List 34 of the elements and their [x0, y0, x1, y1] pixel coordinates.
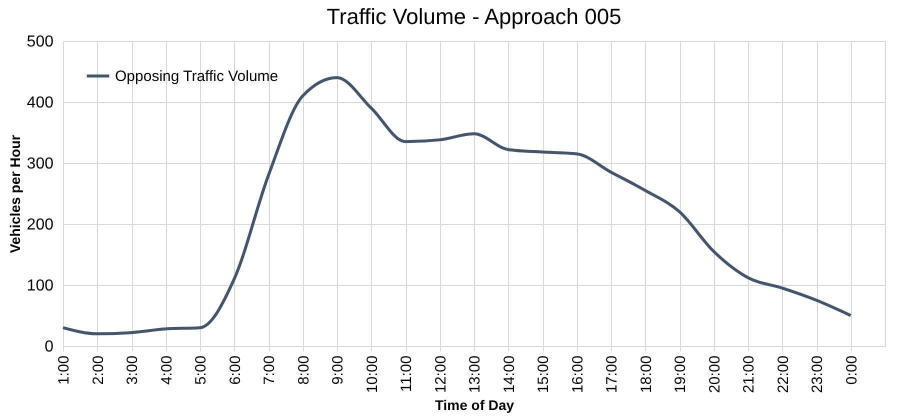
y-tick-label: 400: [26, 94, 54, 112]
x-tick-label: 4:00: [158, 356, 176, 385]
x-tick-label: 19:00: [672, 356, 689, 394]
x-tick-label: 16:00: [569, 356, 586, 394]
x-tick-label: 2:00: [90, 356, 107, 385]
x-tick-label: 6:00: [226, 356, 244, 385]
y-tick-label: 0: [44, 338, 54, 356]
y-tick-label: 300: [26, 156, 54, 172]
x-tick-label: 0:00: [843, 356, 860, 385]
x-tick-label: 18:00: [638, 356, 655, 394]
chart-title: Traffic Volume - Approach 005: [326, 4, 622, 29]
x-tick-label: 13:00: [466, 356, 484, 394]
x-tick-label: 17:00: [604, 356, 620, 394]
x-tick-label: 7:00: [261, 356, 278, 385]
x-tick-label: 11:00: [398, 356, 415, 392]
x-tick-label: 12:00: [432, 356, 450, 394]
y-axis-title: Vehicles per Hour: [6, 134, 23, 254]
x-tick-label: 15:00: [535, 356, 552, 394]
x-tick-label: 10:00: [364, 356, 381, 394]
legend-label: Opposing Traffic Volume: [115, 68, 278, 85]
y-tick-label: 100: [26, 278, 54, 294]
x-tick-label: 22:00: [774, 356, 792, 394]
y-tick-label: 200: [26, 216, 54, 234]
x-tick-label: 20:00: [706, 356, 724, 394]
y-tick-label: 500: [26, 34, 54, 50]
x-tick-label: 21:00: [740, 356, 758, 394]
x-tick-label: 1:00: [56, 356, 72, 385]
x-axis-title: Time of Day: [434, 397, 514, 414]
x-tick-label: 9:00: [330, 356, 346, 385]
x-tick-label: 14:00: [500, 356, 518, 394]
x-tick-label: 23:00: [809, 356, 826, 394]
x-tick-label: 3:00: [124, 356, 141, 385]
x-tick-label: 5:00: [192, 356, 210, 385]
x-tick-label: 8:00: [295, 356, 312, 385]
